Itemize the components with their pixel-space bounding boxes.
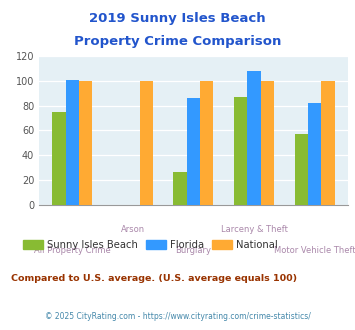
Bar (53, 112, 66, 205)
Text: Motor Vehicle Theft: Motor Vehicle Theft (274, 246, 355, 255)
Text: Arson: Arson (121, 225, 145, 234)
Bar (295, 134, 308, 205)
Text: Property Crime Comparison: Property Crime Comparison (74, 35, 281, 48)
Text: All Property Crime: All Property Crime (34, 246, 111, 255)
Legend: Sunny Isles Beach, Florida, National: Sunny Isles Beach, Florida, National (19, 236, 282, 254)
Bar (174, 172, 187, 205)
Text: Larceny & Theft: Larceny & Theft (220, 225, 288, 234)
Bar (79, 81, 92, 205)
Text: Compared to U.S. average. (U.S. average equals 100): Compared to U.S. average. (U.S. average … (11, 274, 297, 283)
Bar (247, 71, 261, 205)
Bar (200, 81, 213, 205)
Text: Burglary: Burglary (175, 246, 212, 255)
Text: © 2025 CityRating.com - https://www.cityrating.com/crime-statistics/: © 2025 CityRating.com - https://www.city… (45, 312, 310, 321)
Bar (66, 80, 79, 205)
Bar (308, 103, 321, 205)
Bar (321, 81, 334, 205)
Bar (234, 97, 247, 205)
Bar (261, 81, 274, 205)
Bar (140, 81, 153, 205)
Text: 2019 Sunny Isles Beach: 2019 Sunny Isles Beach (89, 12, 266, 24)
Bar (187, 98, 200, 205)
